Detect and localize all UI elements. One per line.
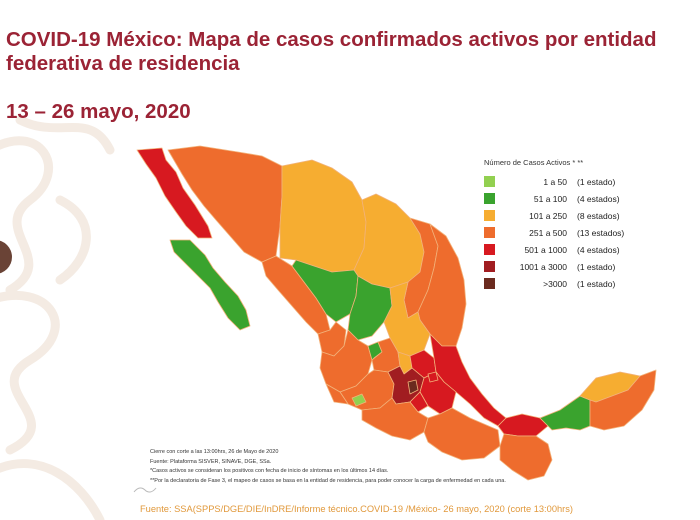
legend-range: 101 a 250 [529,210,567,221]
legend-range: 501 a 1000 [524,244,567,255]
legend-row: >3000 (1 estado) [484,275,684,292]
legend-range: 51 a 100 [533,193,567,204]
footer-source: Fuente: SSA(SPPS/DGE/DIE/InDRE/Informe t… [140,504,573,514]
state-baja-california-sur [169,239,251,331]
map-legend: Número de Casos Activos * ** 1 a 50 (1 e… [484,158,684,292]
footer-logo [133,487,157,493]
state-chiapas [499,433,553,481]
legend-row: 251 a 500 (13 estados) [484,224,684,241]
legend-swatch [484,244,495,255]
state-chihuahua [279,159,367,273]
state-baja-california [136,147,213,239]
state-quintana-roo [589,369,657,431]
state-cdmx [407,379,419,395]
state-light-green-patch [351,393,367,407]
legend-swatch [484,227,495,238]
state-colima [325,383,349,405]
legend-swatch [484,193,495,204]
state-veracruz [429,333,507,427]
page-title: COVID-19 México: Mapa de casos confirmad… [6,28,657,75]
legend-swatch [484,176,495,187]
legend-row: 501 a 1000 (4 estados) [484,241,684,258]
state-campeche [539,395,591,431]
legend-row: 1001 a 3000 (1 estado) [484,258,684,275]
legend-row: 51 a 100 (4 estados) [484,190,684,207]
legend-swatch [484,278,495,289]
legend-range: 251 a 500 [529,227,567,238]
map-notes: Cierre con corte a las 13:00hrs, 26 de M… [150,448,620,486]
legend-swatch [484,210,495,221]
state-zacatecas [347,275,393,341]
legend-title: Número de Casos Activos * ** [484,158,584,167]
legend-count: (1 estado) [577,176,616,187]
note-phase3: **Por la declaratoria de Fase 3, el mape… [150,477,506,484]
legend-count: (13 estados) [577,227,625,238]
note-active-definition: *Casos activos se consideran los positiv… [150,468,389,474]
legend-row: 1 a 50 (1 estado) [484,173,684,190]
note-cutoff: Cierre con corte a las 13:00hrs, 26 de M… [150,449,279,455]
legend-count: (1 estado) [577,278,616,289]
state-coahuila [353,193,425,289]
legend-range: >3000 [543,278,567,289]
legend-row: 101 a 250 (8 estados) [484,207,684,224]
note-source: Fuente: Plataforma SISVER, SINAVE, DGE, … [150,458,272,465]
legend-count: (4 estados) [577,244,620,255]
legend-count: (1 estado) [577,261,616,272]
state-tlaxcala [427,371,439,383]
legend-range: 1 a 50 [543,176,567,187]
state-san-luis-potosi [383,281,431,357]
date-range: 13 – 26 mayo, 2020 [6,100,191,123]
legend-count: (4 estados) [577,193,620,204]
side-tab-handle[interactable] [0,240,12,274]
legend-count: (8 estados) [577,210,620,221]
legend-range: 1001 a 3000 [519,261,567,272]
legend-swatch [484,261,495,272]
